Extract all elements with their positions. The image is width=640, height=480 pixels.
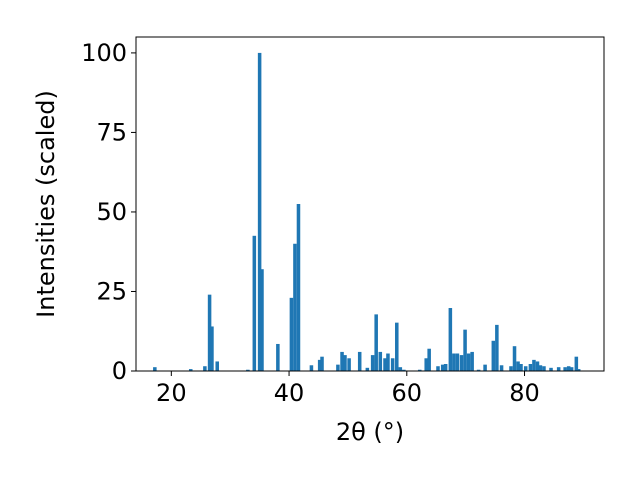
bar (417, 369, 422, 371)
bar (374, 314, 378, 371)
bar (260, 269, 264, 371)
bar (370, 355, 375, 371)
x-tick-label: 80 (509, 379, 540, 407)
bar (390, 358, 395, 371)
bar (365, 367, 370, 371)
bar (523, 366, 528, 371)
bar (289, 297, 294, 371)
bar (569, 367, 574, 371)
bar (398, 367, 403, 371)
bar (495, 324, 499, 371)
y-tick-label: 75 (96, 118, 127, 146)
x-tick-label: 60 (392, 379, 423, 407)
bar (296, 204, 301, 371)
bar (215, 361, 220, 371)
bar (563, 367, 567, 371)
bar (340, 351, 344, 371)
bar (246, 369, 250, 371)
bar (378, 351, 383, 371)
bar (528, 364, 533, 371)
x-axis-label: 2θ (°) (336, 418, 404, 446)
bar (320, 356, 324, 371)
x-tick-label: 20 (156, 379, 187, 407)
bar (532, 359, 536, 371)
bar (549, 367, 553, 371)
bar (483, 364, 487, 371)
bar (395, 322, 399, 371)
bar (512, 346, 517, 371)
bar (427, 348, 431, 371)
bar (499, 365, 504, 371)
bar (203, 366, 207, 371)
bar (153, 367, 157, 371)
bar (317, 359, 322, 371)
x-tick-label: 40 (274, 379, 305, 407)
y-axis-label: Intensities (scaled) (32, 90, 60, 318)
bar (383, 358, 387, 371)
y-tick-label: 0 (112, 357, 127, 385)
bar (424, 358, 428, 371)
plot-area (136, 37, 604, 371)
y-tick-label: 25 (96, 277, 127, 305)
bar (566, 366, 571, 371)
y-axis-ticks: 0 25 50 75 100 (81, 39, 136, 385)
y-tick-label: 50 (96, 198, 127, 226)
bar (459, 355, 464, 371)
bar (252, 235, 257, 371)
x-axis-ticks: 20 40 60 80 (156, 371, 540, 407)
bar-series (153, 52, 581, 372)
bar (476, 369, 481, 371)
bar (538, 365, 543, 371)
bar (443, 364, 448, 371)
bar (357, 351, 362, 371)
bar (293, 243, 297, 371)
bar (556, 367, 561, 371)
bar (470, 351, 474, 371)
bar (309, 365, 314, 371)
bar (455, 353, 460, 371)
bar (466, 353, 471, 371)
plot-frame (135, 36, 605, 372)
bar (207, 294, 212, 371)
bar (542, 366, 546, 371)
bar (509, 366, 513, 371)
y-tick-label: 100 (81, 39, 127, 67)
bar (210, 326, 214, 371)
bar (516, 361, 520, 371)
bar (343, 355, 347, 371)
bar (535, 361, 540, 371)
bar (386, 353, 390, 371)
bar (336, 364, 340, 371)
bar (436, 366, 440, 371)
bar (347, 358, 351, 371)
bar (452, 353, 456, 371)
bar (276, 343, 280, 371)
bar (519, 364, 523, 371)
bar (491, 340, 496, 371)
bar (463, 329, 467, 371)
bar (574, 356, 579, 371)
bar (188, 369, 193, 371)
bar (257, 52, 262, 372)
bar (440, 364, 445, 371)
bar (576, 369, 581, 371)
bar (402, 369, 406, 371)
bar (448, 308, 453, 371)
